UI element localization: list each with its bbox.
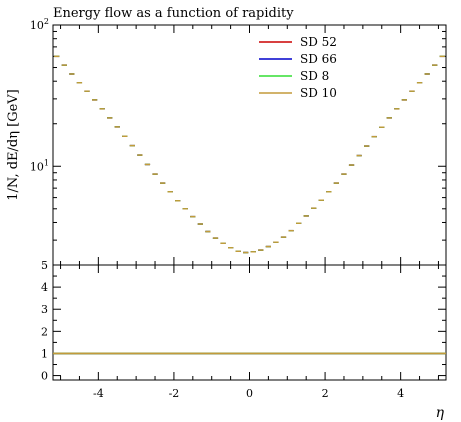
ratio-y-tick-label: 0 xyxy=(41,370,48,383)
ratio-y-tick-label: 3 xyxy=(41,303,48,316)
series-sd-66 xyxy=(54,55,445,254)
ratio-y-tick-label: 1 xyxy=(41,347,48,360)
legend-label: SD 66 xyxy=(300,52,337,66)
y-tick-label: 102 xyxy=(30,17,49,32)
y-tick-base: 10 xyxy=(30,19,44,32)
x-tick-labels: -4 -2 0 2 4 xyxy=(93,387,404,400)
x-tick-label: -2 xyxy=(169,387,180,400)
ratio-y-tick-label: 2 xyxy=(41,325,48,338)
x-axis-label: η xyxy=(436,405,445,421)
ratio-axis-ticks xyxy=(53,264,446,380)
main-axis-ticks xyxy=(53,24,446,266)
series-sd-52 xyxy=(54,55,445,254)
ratio-y-tick-labels: 0 1 2 3 4 5 xyxy=(41,259,48,383)
series-sd-10 xyxy=(54,55,445,254)
x-tick-label: 2 xyxy=(322,387,329,400)
series-sd-8 xyxy=(54,55,445,254)
legend: SD 52 SD 66 SD 8 SD 10 xyxy=(259,35,337,100)
y-tick-base: 10 xyxy=(30,160,44,173)
main-series-group xyxy=(54,55,445,254)
ratio-y-tick-label: 5 xyxy=(41,259,48,272)
x-tick-label: 0 xyxy=(246,387,253,400)
ratio-y-tick-label: 4 xyxy=(41,281,48,294)
y-tick-label: 101 xyxy=(30,158,49,173)
chart-title: Energy flow as a function of rapidity xyxy=(53,6,294,21)
y-axis-label: 1/N, dE/dη [GeV] xyxy=(6,89,21,201)
legend-label: SD 8 xyxy=(300,69,329,83)
y-tick-exponent: 1 xyxy=(44,158,49,167)
y-tick-exponent: 2 xyxy=(44,17,49,26)
x-tick-label: -4 xyxy=(93,387,104,400)
ratio-plot-frame xyxy=(52,264,447,381)
legend-label: SD 52 xyxy=(300,35,337,49)
x-tick-label: 4 xyxy=(397,387,404,400)
legend-label: SD 10 xyxy=(300,86,337,100)
main-plot-frame xyxy=(52,24,447,266)
